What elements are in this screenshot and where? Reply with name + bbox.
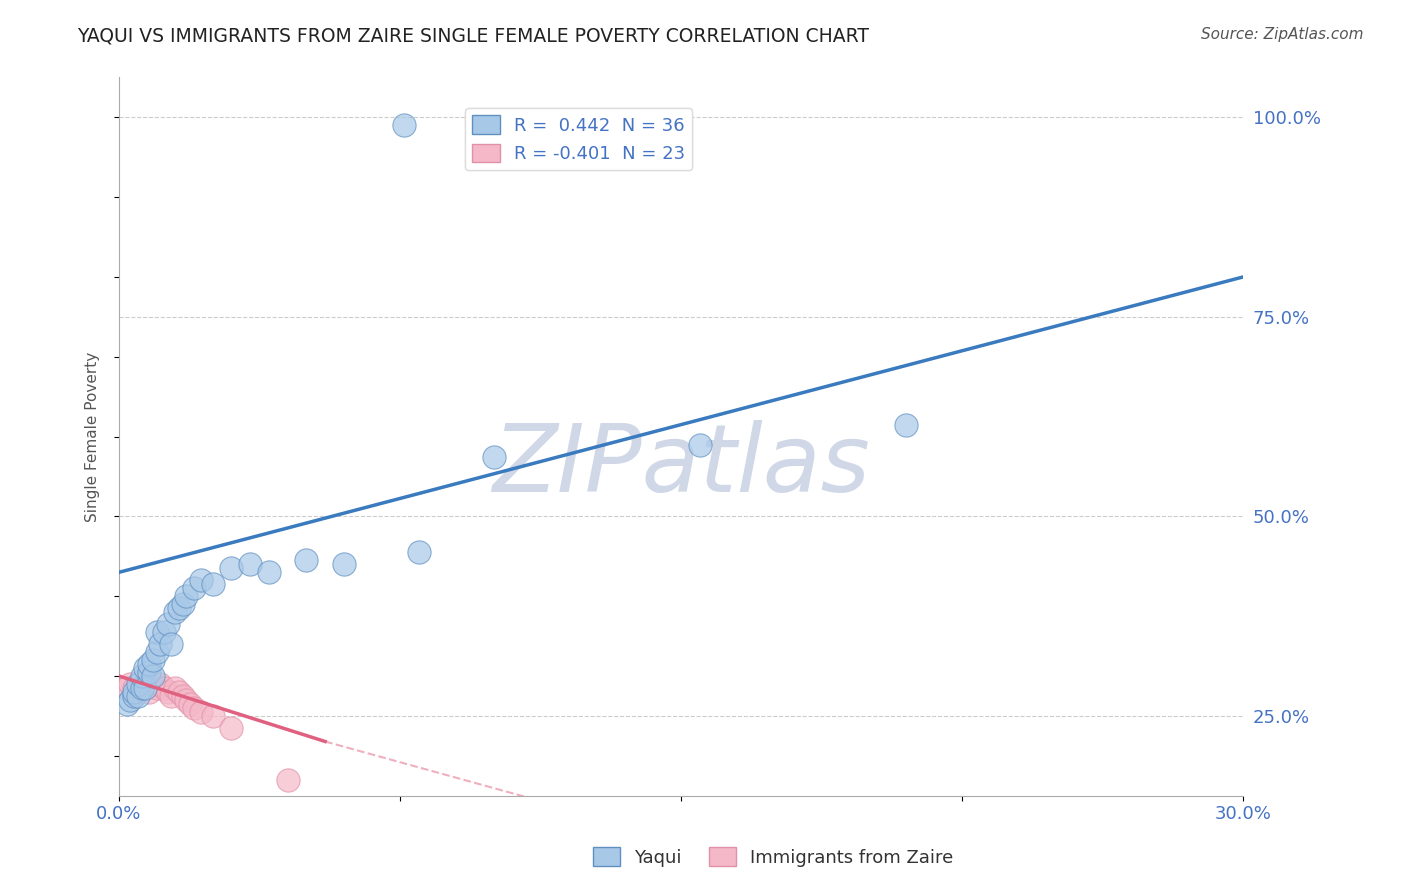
Point (131, 669, 153, 683)
Point (142, 677, 165, 691)
Point (333, 558, 356, 572)
Point (115, 681, 138, 695)
Legend: R =  0.442  N = 36, R = -0.401  N = 23: R = 0.442 N = 36, R = -0.401 N = 23 (465, 108, 692, 170)
Point (131, 681, 153, 695)
Point (221, 561, 243, 575)
Point (127, 685, 149, 699)
Point (138, 665, 160, 679)
Point (122, 685, 145, 699)
Point (142, 669, 165, 683)
Point (145, 681, 167, 695)
Point (172, 597, 194, 611)
Point (190, 574, 212, 588)
Point (165, 605, 187, 619)
Point (179, 697, 201, 711)
Point (239, 558, 262, 572)
Point (134, 661, 156, 675)
Point (145, 645, 167, 659)
Text: YAQUI VS IMMIGRANTS FROM ZAIRE SINGLE FEMALE POVERTY CORRELATION CHART: YAQUI VS IMMIGRANTS FROM ZAIRE SINGLE FE… (77, 27, 869, 45)
Legend: Yaqui, Immigrants from Zaire: Yaqui, Immigrants from Zaire (586, 840, 960, 874)
Point (183, 581, 205, 595)
Point (120, 677, 142, 691)
Point (145, 625, 167, 640)
Point (172, 689, 194, 703)
Point (153, 625, 176, 640)
Point (153, 681, 176, 695)
Point (408, 545, 430, 559)
Point (392, 119, 415, 133)
Point (190, 705, 212, 719)
Point (131, 673, 153, 687)
Point (176, 589, 198, 603)
Point (156, 685, 179, 699)
Point (257, 566, 280, 580)
Y-axis label: Single Female Poverty: Single Female Poverty (86, 351, 100, 522)
Point (149, 677, 172, 691)
Point (201, 709, 224, 723)
Point (160, 637, 183, 651)
Point (138, 657, 160, 671)
Point (142, 653, 165, 667)
Point (156, 617, 179, 632)
Point (127, 689, 149, 703)
Text: Source: ZipAtlas.com: Source: ZipAtlas.com (1201, 27, 1364, 42)
Point (167, 601, 190, 615)
Point (295, 553, 318, 567)
Point (167, 685, 190, 699)
Point (120, 693, 142, 707)
Point (127, 677, 149, 691)
Point (149, 637, 172, 651)
Point (894, 417, 917, 432)
Point (138, 685, 160, 699)
Point (122, 689, 145, 703)
Point (482, 450, 505, 464)
Point (165, 681, 187, 695)
Point (689, 437, 711, 451)
Point (221, 721, 243, 735)
Point (122, 681, 145, 695)
Point (183, 701, 205, 715)
Point (115, 697, 138, 711)
Point (134, 681, 156, 695)
Point (201, 577, 224, 591)
Point (134, 681, 156, 695)
Point (176, 693, 198, 707)
Text: ZIPatlas: ZIPatlas (492, 420, 870, 511)
Point (160, 689, 183, 703)
Point (277, 772, 299, 787)
